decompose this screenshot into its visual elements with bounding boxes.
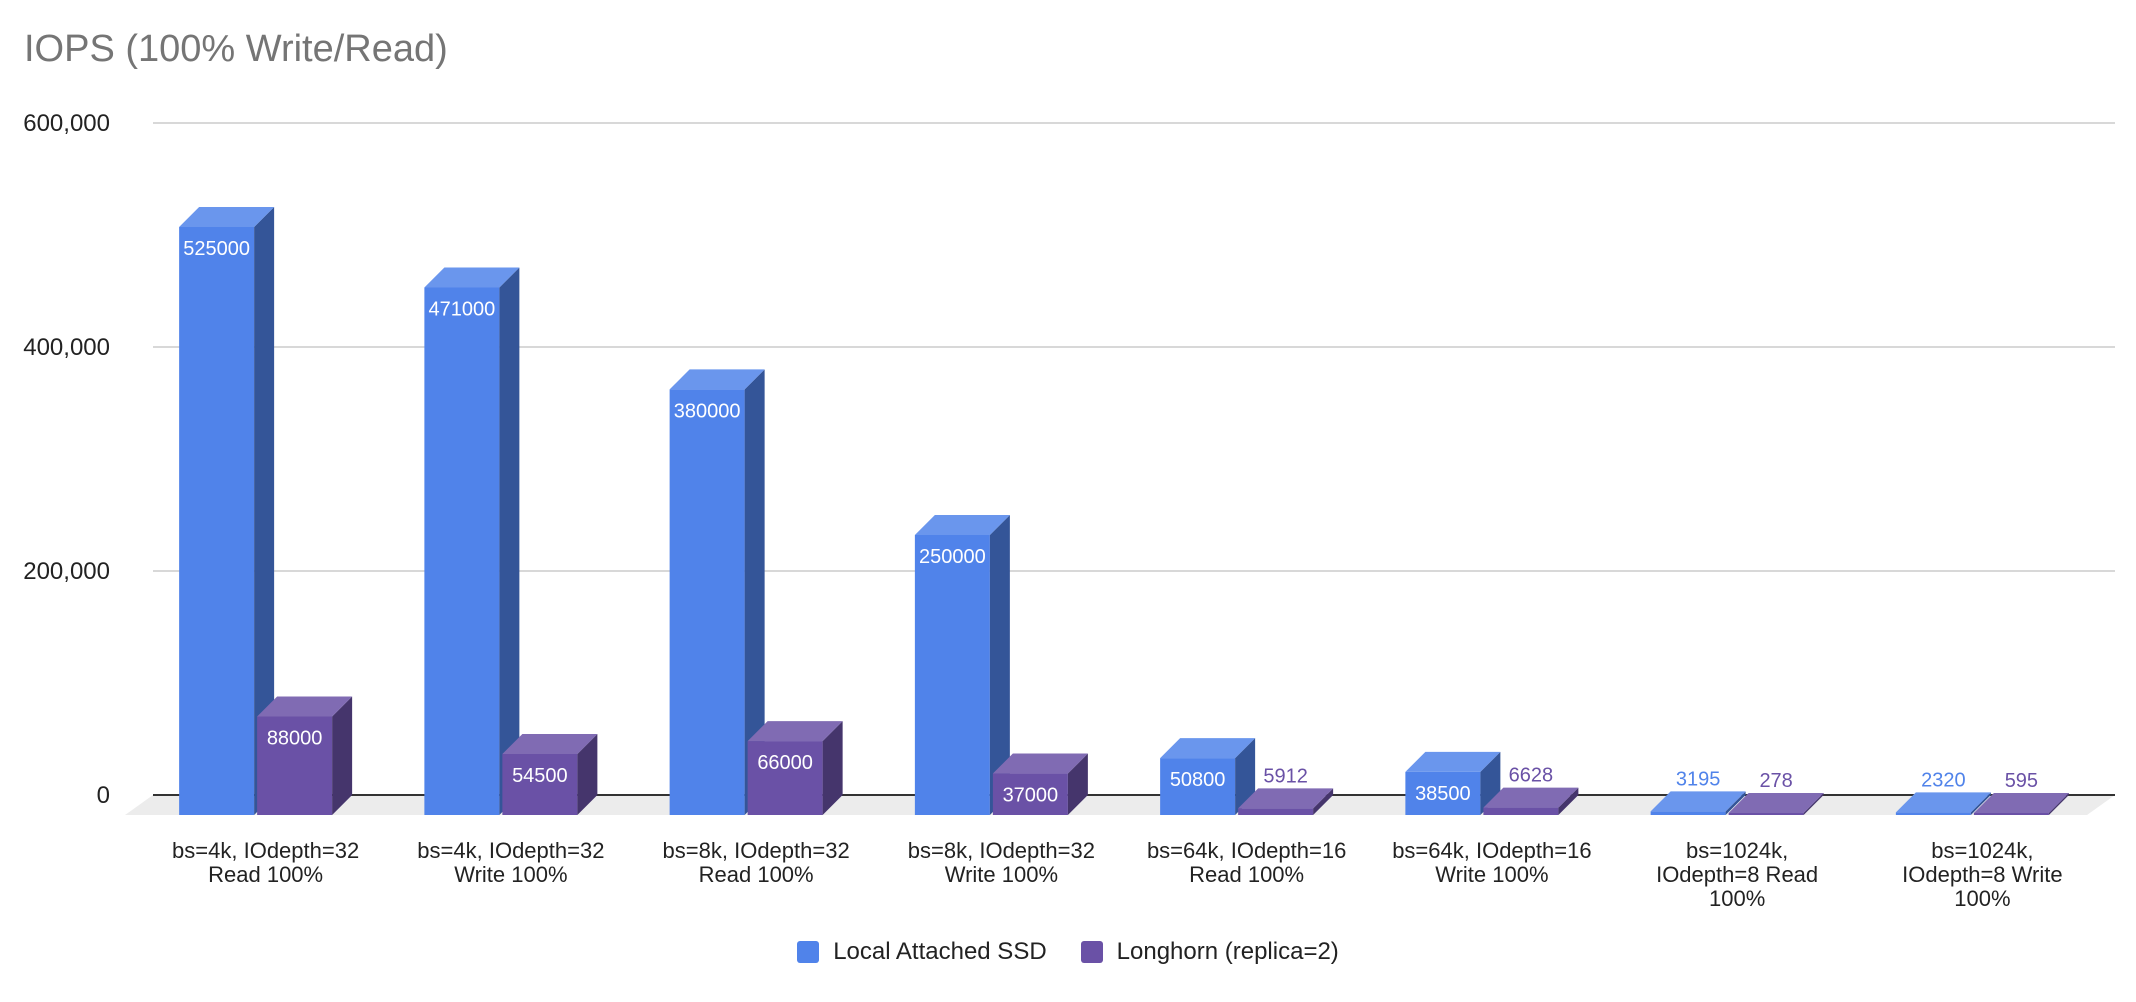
- bar-longhorn-side: [1067, 753, 1088, 815]
- data-label: 5912: [1263, 765, 1308, 787]
- bar-longhorn-front: [1728, 813, 1804, 815]
- bar-longhorn-front: [1483, 807, 1559, 815]
- bar-local-ssd-front: [179, 227, 255, 815]
- bar-local-ssd-side: [499, 267, 520, 816]
- bar-local-ssd-front: [1160, 758, 1236, 815]
- bar-longhorn-front: [992, 773, 1068, 815]
- bar-local-ssd-top: [1895, 792, 1991, 813]
- x-tick-label: bs=1024k,: [1686, 838, 1788, 863]
- bar-local-ssd-top: [1650, 791, 1746, 812]
- y-tick-label: 400,000: [23, 334, 110, 361]
- legend-item-local-ssd[interactable]: Local Attached SSD: [797, 938, 1047, 966]
- data-label: 525000: [183, 238, 250, 260]
- x-tick-label: 100%: [1709, 886, 1765, 911]
- x-tick-label: 100%: [1954, 886, 2010, 911]
- bar-longhorn-top: [1728, 793, 1824, 813]
- data-label: 250000: [919, 546, 986, 568]
- bar-local-ssd-side: [1970, 792, 1991, 815]
- data-label: 6628: [1509, 765, 1554, 787]
- bar-longhorn-front: [1238, 808, 1314, 815]
- data-label: 50800: [1170, 769, 1226, 791]
- data-label: 66000: [757, 752, 813, 774]
- data-label: 380000: [674, 400, 741, 422]
- x-tick-label: IOdepth=8 Write: [1902, 862, 2062, 887]
- bar-longhorn-side: [1313, 788, 1334, 815]
- legend-item-longhorn[interactable]: Longhorn (replica=2): [1080, 938, 1339, 966]
- bar-longhorn-front: [257, 716, 333, 815]
- data-label: 54500: [512, 765, 568, 787]
- bar-longhorn-top: [747, 721, 843, 742]
- bar-longhorn-side: [1558, 787, 1579, 815]
- legend-label-longhorn: Longhorn (replica=2): [1116, 938, 1339, 965]
- chart-title: IOPS (100% Write/Read): [24, 28, 448, 70]
- data-label: 595: [2005, 770, 2038, 792]
- bar-local-ssd-side: [989, 515, 1010, 815]
- bar-local-ssd-side: [1725, 791, 1746, 815]
- bar-longhorn-top: [1238, 788, 1334, 809]
- y-tick-label: 200,000: [23, 558, 110, 585]
- bar-local-ssd-top: [914, 515, 1010, 535]
- chart-floor: [125, 795, 2115, 815]
- bar-local-ssd-front: [1650, 811, 1726, 815]
- bar-longhorn-side: [2048, 793, 2069, 815]
- legend-swatch-longhorn: [1080, 941, 1103, 963]
- legend-label-local-ssd: Local Attached SSD: [833, 938, 1047, 965]
- x-tick-label: bs=64k, IOdepth=16: [1147, 838, 1346, 863]
- bar-local-ssd-top: [179, 207, 275, 227]
- x-tick-label: Read 100%: [208, 862, 323, 887]
- bar-longhorn-top: [1973, 793, 2069, 813]
- x-tick-label: Read 100%: [1189, 862, 1304, 887]
- bar-longhorn-side: [332, 696, 353, 815]
- bar-longhorn-front: [1973, 813, 2049, 815]
- bar-longhorn-top: [1483, 787, 1579, 808]
- x-tick-label: Write 100%: [945, 862, 1058, 887]
- bar-longhorn-front: [747, 741, 823, 815]
- bar-local-ssd-front: [1405, 771, 1481, 815]
- bar-local-ssd-front: [424, 287, 500, 816]
- bar-local-ssd-front: [669, 389, 745, 815]
- data-label: 278: [1759, 770, 1792, 792]
- bar-longhorn-side: [822, 721, 843, 815]
- x-tick-label: Read 100%: [699, 862, 814, 887]
- x-tick-label: IOdepth=8 Read: [1656, 862, 1818, 887]
- x-tick-label: bs=4k, IOdepth=32: [417, 838, 604, 863]
- chart-legend: Local Attached SSD Longhorn (replica=2): [0, 938, 2136, 966]
- data-label: 37000: [1003, 785, 1059, 807]
- bar-longhorn-top: [502, 733, 598, 754]
- data-label: 38500: [1415, 783, 1471, 805]
- legend-swatch-local-ssd: [797, 941, 820, 963]
- x-tick-label: Write 100%: [1435, 862, 1548, 887]
- y-tick-label: 600,000: [23, 110, 110, 137]
- bar-longhorn-top: [992, 753, 1088, 774]
- y-tick-label: 0: [97, 782, 110, 809]
- bar-longhorn-side: [577, 733, 598, 815]
- bar-longhorn-top: [257, 696, 353, 717]
- bar-local-ssd-top: [1160, 738, 1256, 759]
- x-tick-label: bs=8k, IOdepth=32: [663, 838, 850, 863]
- x-tick-label: bs=4k, IOdepth=32: [172, 838, 359, 863]
- bar-local-ssd-side: [1235, 738, 1256, 815]
- bar-longhorn-front: [502, 753, 578, 815]
- data-label: 88000: [267, 727, 323, 749]
- x-tick-label: bs=8k, IOdepth=32: [908, 838, 1095, 863]
- bar-longhorn-side: [1803, 793, 1824, 815]
- bar-local-ssd-top: [424, 267, 520, 288]
- x-tick-label: bs=64k, IOdepth=16: [1392, 838, 1591, 863]
- bar-local-ssd-front: [914, 535, 990, 815]
- x-tick-label: Write 100%: [454, 862, 567, 887]
- bar-local-ssd-side: [254, 207, 275, 815]
- bar-local-ssd-side: [744, 369, 765, 815]
- data-label: 471000: [429, 298, 496, 320]
- data-label: 2320: [1921, 769, 1966, 791]
- x-tick-label: bs=1024k,: [1931, 838, 2033, 863]
- data-label: 3195: [1676, 768, 1721, 790]
- bar-local-ssd-front: [1895, 812, 1971, 815]
- bar-local-ssd-top: [669, 369, 765, 390]
- bar-local-ssd-top: [1405, 751, 1501, 772]
